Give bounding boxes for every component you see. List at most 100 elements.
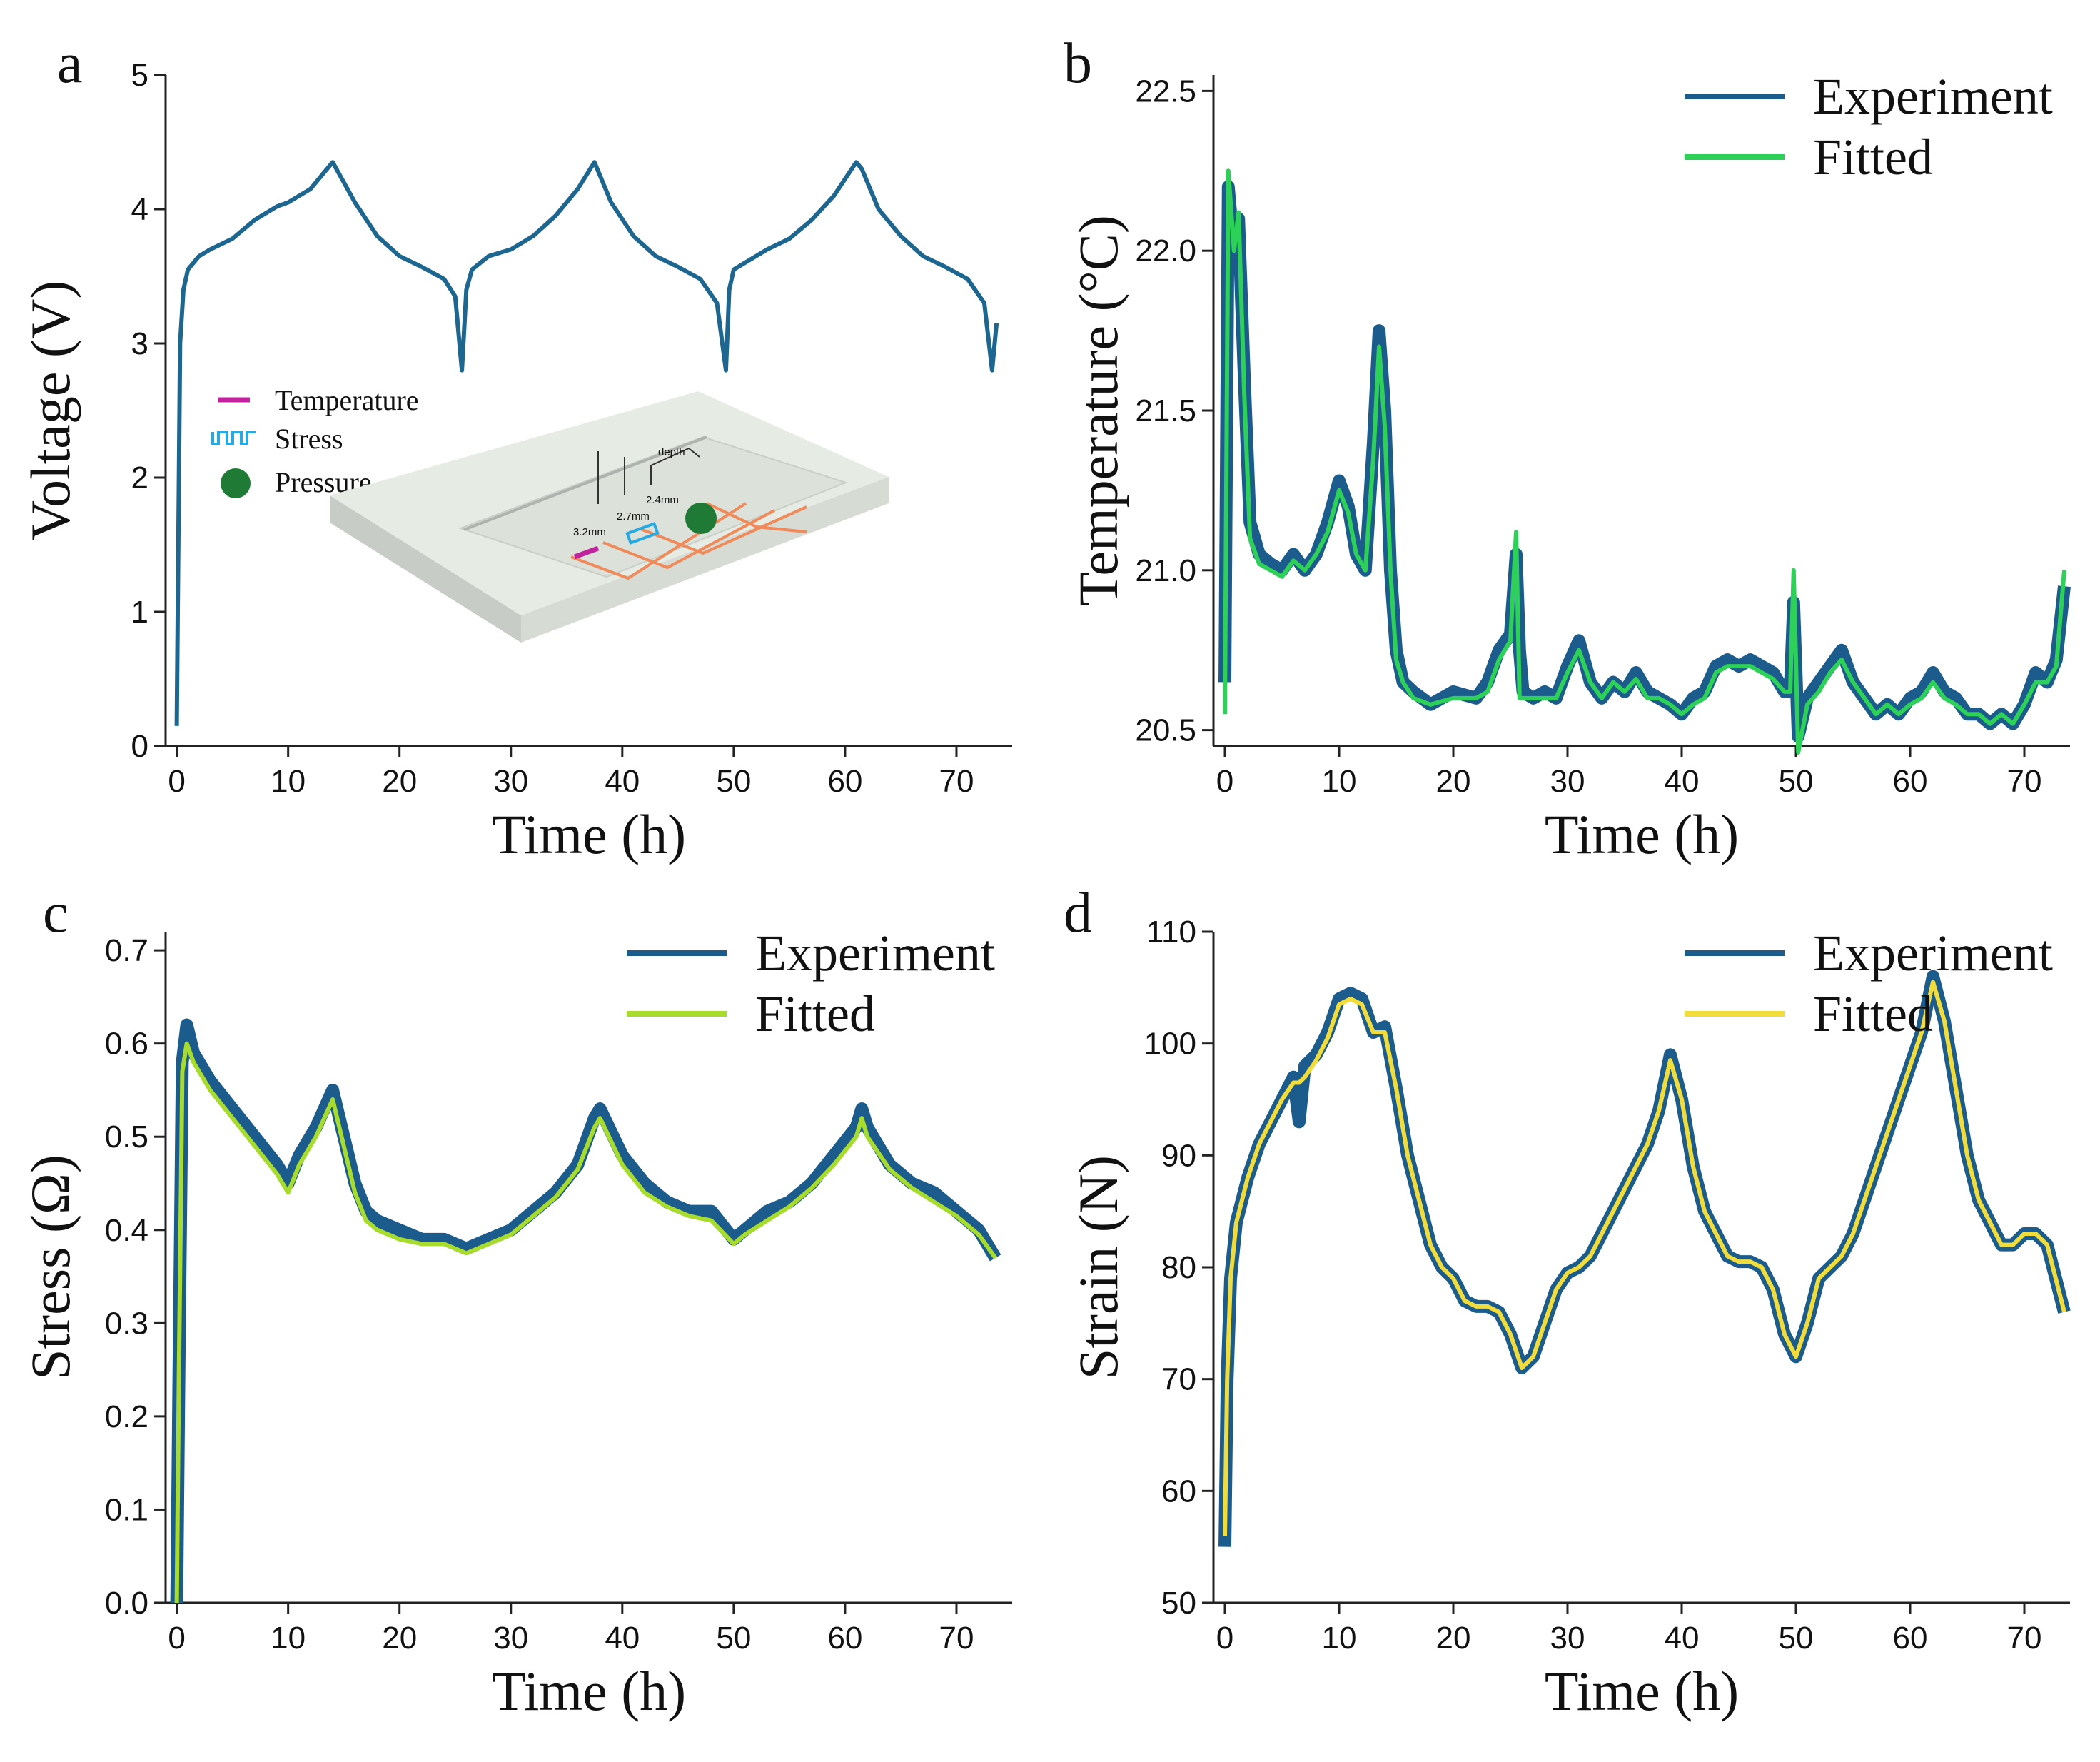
x-tick-label: 0 xyxy=(1216,1621,1233,1656)
legend-fitted-label: Fitted xyxy=(755,985,875,1042)
block-side-face xyxy=(330,495,521,643)
y-tick-label: 80 xyxy=(1161,1250,1196,1285)
x-tick-label: 70 xyxy=(2007,1621,2042,1656)
sensor-inset: Temperature Stress Pressure depth xyxy=(211,384,889,643)
legend-experiment-label: Experiment xyxy=(1813,925,2053,982)
y-tick-label: 2 xyxy=(131,460,148,495)
dim-2-4mm: 2.4mm xyxy=(646,494,679,506)
inset-pressure-sensor xyxy=(685,503,717,534)
y-tick-label: 100 xyxy=(1144,1027,1196,1062)
x-tick-label: 50 xyxy=(1779,1621,1814,1656)
y-tick-label: 90 xyxy=(1161,1138,1196,1173)
y-tick-label: 0.7 xyxy=(105,933,148,968)
x-tick-label: 10 xyxy=(1322,1621,1357,1656)
x-tick-label: 50 xyxy=(716,764,751,799)
x-tick-label: 60 xyxy=(827,1621,862,1656)
trace-2 xyxy=(602,509,775,570)
x-tick-label: 30 xyxy=(493,1621,528,1656)
x-axis-title: Time (h) xyxy=(1545,1660,1739,1722)
trace-3 xyxy=(638,505,807,555)
fitted-line xyxy=(1223,980,2066,1536)
groove-slot xyxy=(463,436,707,531)
inset-stress-sensor xyxy=(625,522,660,545)
inset-temperature-sensor xyxy=(573,545,600,560)
y-tick-label: 22.0 xyxy=(1135,233,1196,268)
x-tick-label: 10 xyxy=(1322,764,1357,799)
x-tick-label: 70 xyxy=(939,1621,974,1656)
legend-fitted-label: Fitted xyxy=(1813,129,1933,186)
y-tick-label: 3 xyxy=(131,326,148,361)
x-tick-label: 30 xyxy=(1550,1621,1585,1656)
panel-letter-b: b xyxy=(1064,32,1092,95)
y-tick-label: 50 xyxy=(1161,1586,1196,1621)
x-tick-label: 50 xyxy=(716,1621,751,1656)
y-tick-label: 21.5 xyxy=(1135,393,1196,428)
pressure-marker xyxy=(221,468,251,498)
y-tick-label: 0.2 xyxy=(105,1399,148,1434)
panel-letter-a: a xyxy=(57,32,83,95)
temperature-plot: 0 10 20 30 40 50 60 70 20.5 21.0 21.5 22.0 22.5 Time … xyxy=(1067,68,2071,865)
y-axis-title: Temperature (°C) xyxy=(1067,215,1129,606)
x-tick-label: 0 xyxy=(1216,764,1233,799)
x-tick-label: 0 xyxy=(168,764,185,799)
y-tick-label: 5 xyxy=(131,58,148,93)
strain-plot: 0 10 20 30 40 50 60 70 50 60 70 80 90 100 110 Time (h) S… xyxy=(1067,915,2071,1722)
y-tick-label: 0.1 xyxy=(105,1492,148,1527)
y-axis-title: Voltage (V) xyxy=(19,281,81,541)
x-tick-label: 70 xyxy=(2007,764,2042,799)
inset-legend-temperature: Temperature xyxy=(275,384,419,416)
x-tick-label: 50 xyxy=(1779,764,1814,799)
fitted-line xyxy=(1223,168,2066,755)
dim-2-7mm: 2.7mm xyxy=(617,510,650,523)
x-tick-label: 40 xyxy=(605,764,640,799)
x-tick-label: 20 xyxy=(1436,1621,1471,1656)
experiment-line xyxy=(1218,970,2071,1547)
x-tick-label: 20 xyxy=(382,1621,417,1656)
y-tick-label: 110 xyxy=(1146,915,1196,950)
x-axis-title: Time (h) xyxy=(1545,803,1739,865)
dim-depth: depth xyxy=(658,446,685,458)
y-axis-title: Strain (N) xyxy=(1067,1155,1129,1379)
x-tick-label: 70 xyxy=(939,764,974,799)
y-tick-label: 0.0 xyxy=(105,1586,148,1621)
voltage-plot: 0 10 20 30 40 50 60 70 0 1 2 3 4 5 Time (h) Voltage (V) xyxy=(19,58,1012,865)
block-groove xyxy=(458,436,848,578)
y-tick-label: 0.5 xyxy=(105,1119,148,1154)
y-tick-label: 0.6 xyxy=(105,1027,148,1062)
y-tick-label: 60 xyxy=(1161,1474,1196,1509)
panel-letter-d: d xyxy=(1064,882,1092,945)
inset-legend-stress: Stress xyxy=(275,423,343,455)
x-axis-title: Time (h) xyxy=(492,803,686,865)
trace-4 xyxy=(706,502,807,533)
y-tick-label: 1 xyxy=(131,595,148,630)
dim-3-2mm: 3.2mm xyxy=(573,526,606,538)
x-tick-label: 60 xyxy=(1893,764,1928,799)
y-tick-label: 20.5 xyxy=(1135,713,1196,748)
y-tick-label: 22.5 xyxy=(1135,74,1196,109)
x-tick-label: 40 xyxy=(605,1621,640,1656)
block-front-face xyxy=(521,477,889,643)
x-tick-label: 20 xyxy=(382,764,417,799)
x-tick-label: 20 xyxy=(1436,764,1471,799)
experiment-line xyxy=(170,1018,1001,1604)
x-tick-label: 60 xyxy=(827,764,862,799)
x-tick-label: 0 xyxy=(168,1621,185,1656)
y-tick-label: 0.3 xyxy=(105,1306,148,1341)
x-axis-title: Time (h) xyxy=(492,1660,686,1722)
panel-letter-c: c xyxy=(43,882,69,945)
stress-marker xyxy=(211,431,256,445)
y-tick-label: 0.4 xyxy=(105,1213,148,1248)
y-tick-label: 0 xyxy=(131,729,148,764)
x-tick-label: 10 xyxy=(271,764,306,799)
y-tick-label: 21.0 xyxy=(1135,553,1196,588)
x-tick-label: 40 xyxy=(1665,764,1700,799)
x-tick-label: 30 xyxy=(493,764,528,799)
fitted-line xyxy=(174,1041,998,1604)
experiment-line xyxy=(1218,180,2071,743)
legend-fitted-label: Fitted xyxy=(1813,985,1933,1042)
x-tick-label: 10 xyxy=(271,1621,306,1656)
stress-plot: 0 10 20 30 40 50 60 70 0.0 0.1 0.2 0.3 0.4 0.5 0.6 0.7 T… xyxy=(19,925,1012,1722)
x-tick-label: 40 xyxy=(1665,1621,1700,1656)
y-tick-label: 70 xyxy=(1161,1362,1196,1397)
